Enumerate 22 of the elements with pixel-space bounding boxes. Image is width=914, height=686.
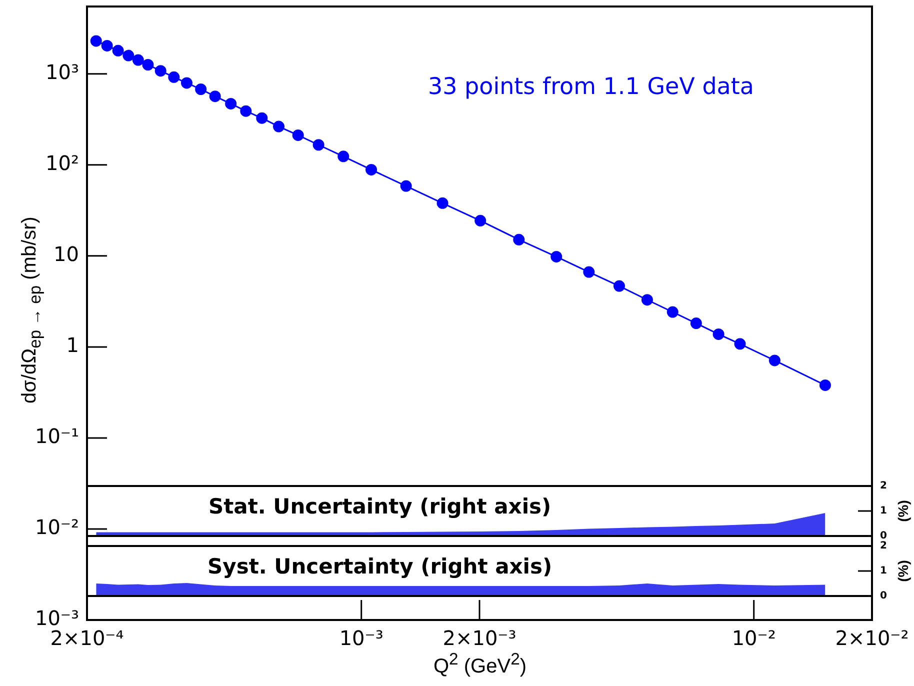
x-tick-label: 10⁻³ bbox=[339, 626, 384, 650]
y-axis-title: (%) bbox=[895, 560, 911, 582]
x-axis-title: Q$^{2}$ (GeV$^{2}$) bbox=[433, 650, 527, 678]
x-tick-label: 2×10⁻³ bbox=[442, 626, 516, 650]
x-tick-label: 10⁻² bbox=[732, 626, 776, 650]
y-tick-label: 10² bbox=[46, 151, 79, 176]
y-tick-label: 10³ bbox=[46, 60, 79, 84]
chart-title: Syst. Uncertainty (right axis) bbox=[208, 554, 552, 578]
chart-title: Stat. Uncertainty (right axis) bbox=[208, 494, 552, 518]
y-axis-title: (%) bbox=[895, 500, 911, 522]
y-tick-label: 1 bbox=[880, 566, 887, 577]
y-tick-label: 0 bbox=[880, 590, 887, 602]
x-tick-label: 2×10⁻² bbox=[835, 626, 909, 650]
y-tick-label: 10⁻² bbox=[34, 515, 79, 540]
y-tick-label: 10⁻¹ bbox=[34, 424, 79, 448]
y-tick-label: 2 bbox=[880, 480, 887, 492]
y-tick-label: 1 bbox=[880, 506, 887, 517]
y-tick-label: 1 bbox=[66, 333, 79, 358]
y-tick-label: 2 bbox=[880, 540, 887, 552]
annotation: 33 points from 1.1 GeV data bbox=[428, 74, 754, 100]
y-tick-label: 10 bbox=[54, 242, 79, 266]
y-tick-label: 0 bbox=[880, 530, 887, 542]
